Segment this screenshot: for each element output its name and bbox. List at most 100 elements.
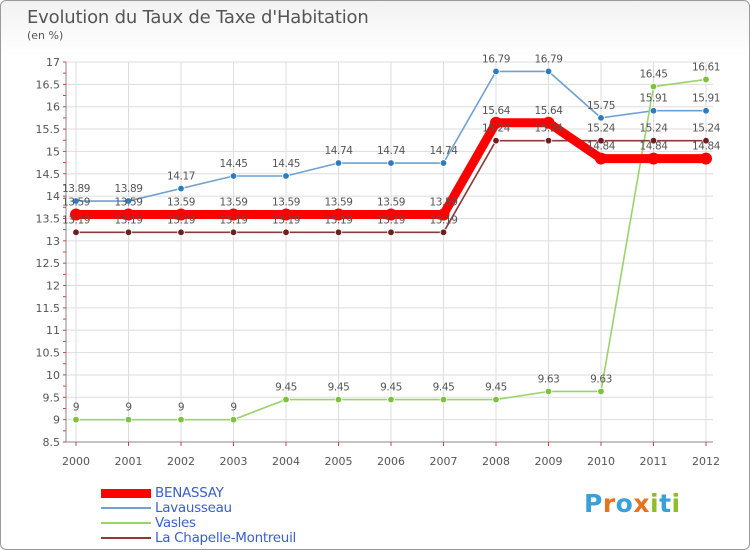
x-tick-label: 2004	[272, 455, 300, 468]
data-point	[649, 136, 658, 145]
data-point	[595, 152, 607, 165]
data-label: 13.59	[219, 196, 247, 208]
y-tick-label: 10	[46, 369, 60, 382]
data-point	[387, 228, 395, 237]
logo-letter: P	[584, 489, 603, 518]
y-tick-label: 13	[46, 235, 60, 248]
data-point	[647, 152, 660, 165]
x-tick-label: 2005	[325, 455, 353, 468]
x-tick-label: 2011	[640, 455, 668, 468]
data-label: 13.59	[114, 196, 142, 208]
x-tick-label: 2000	[62, 455, 90, 468]
data-label: 13.19	[167, 214, 195, 226]
logo-letter: i	[650, 489, 660, 518]
data-point	[282, 172, 290, 180]
logo-letter: i	[671, 489, 681, 518]
data-label: 15.64	[534, 105, 563, 117]
plot-area	[66, 62, 713, 442]
data-point	[124, 415, 133, 424]
legend-label: La Chapelle-Montreuil	[155, 530, 296, 546]
data-point	[124, 228, 133, 237]
data-label: 14.84	[587, 141, 616, 153]
series-lavausseau	[72, 67, 710, 205]
data-label: 13.19	[324, 214, 352, 226]
data-point	[175, 208, 187, 221]
data-label: 14.45	[272, 158, 300, 170]
data-point	[72, 228, 80, 237]
data-point	[124, 197, 133, 205]
series-vasles	[72, 75, 710, 424]
legend-swatch	[101, 537, 151, 539]
data-label: 14.74	[377, 145, 406, 157]
data-point	[702, 136, 710, 145]
x-tick-label: 2002	[167, 455, 195, 468]
data-label: 16.61	[692, 61, 720, 73]
data-label: 13.89	[114, 183, 142, 195]
data-label: 15.64	[482, 105, 511, 117]
data-point	[229, 415, 238, 424]
data-label: 9.63	[538, 373, 560, 385]
data-label: 14.17	[167, 171, 195, 183]
data-label: 13.59	[272, 196, 300, 208]
data-point	[334, 159, 343, 167]
data-label: 9	[125, 402, 131, 414]
data-point	[332, 208, 345, 221]
data-point	[597, 136, 605, 145]
chart-title: Evolution du Taux de Taxe d'Habitation	[27, 7, 369, 28]
data-label: 13.19	[272, 214, 300, 226]
legend-swatch	[101, 488, 151, 498]
data-point	[492, 136, 500, 145]
data-label: 9	[230, 402, 236, 414]
x-tick-label: 2012	[692, 455, 720, 468]
data-point	[490, 116, 502, 129]
y-tick-label: 10.5	[36, 347, 61, 360]
data-label: 13.19	[429, 214, 457, 226]
y-tick-label: 12.5	[36, 257, 61, 270]
data-point	[544, 67, 553, 76]
data-point	[282, 395, 290, 404]
x-tick-label: 2008	[482, 455, 510, 468]
data-label: 15.24	[482, 123, 511, 135]
y-tick-label: 13.5	[36, 212, 61, 225]
series-benassay	[70, 116, 712, 221]
data-point	[177, 184, 185, 193]
data-label: 15.24	[692, 123, 721, 135]
data-label: 14.74	[324, 145, 353, 157]
data-point	[387, 395, 395, 404]
x-tick-label: 2007	[430, 455, 458, 468]
data-label: 9.45	[380, 382, 402, 394]
proxiti-logo: Proxiti	[584, 489, 681, 518]
data-label: 15.24	[639, 123, 668, 135]
data-point	[72, 197, 80, 205]
data-point	[437, 208, 450, 221]
data-point	[439, 395, 448, 404]
data-label: 13.19	[114, 214, 142, 226]
x-tick-label: 2003	[220, 455, 248, 468]
y-tick-label: 16.5	[36, 78, 61, 91]
data-label: 9.45	[328, 382, 350, 394]
data-label: 13.89	[62, 183, 90, 195]
legend-label: Vasles	[155, 515, 196, 531]
data-label: 15.91	[639, 93, 667, 105]
data-point	[334, 395, 343, 404]
data-point	[177, 415, 185, 424]
y-tick-label: 14.5	[36, 168, 61, 181]
x-tick-label: 2006	[377, 455, 405, 468]
data-label: 9.45	[485, 382, 507, 394]
data-point	[649, 82, 658, 91]
data-point	[334, 228, 343, 237]
data-label: 13.59	[429, 196, 457, 208]
y-tick-label: 15.5	[36, 123, 61, 136]
data-label: 14.84	[692, 141, 721, 153]
data-point	[492, 395, 500, 404]
data-label: 13.59	[324, 196, 352, 208]
data-label: 14.84	[639, 141, 668, 153]
data-label: 13.59	[167, 196, 195, 208]
data-point	[597, 114, 605, 122]
legend-swatch	[101, 522, 151, 524]
logo-letter: x	[633, 489, 650, 518]
data-label: 14.45	[219, 158, 247, 170]
y-tick-label: 14	[46, 190, 60, 203]
